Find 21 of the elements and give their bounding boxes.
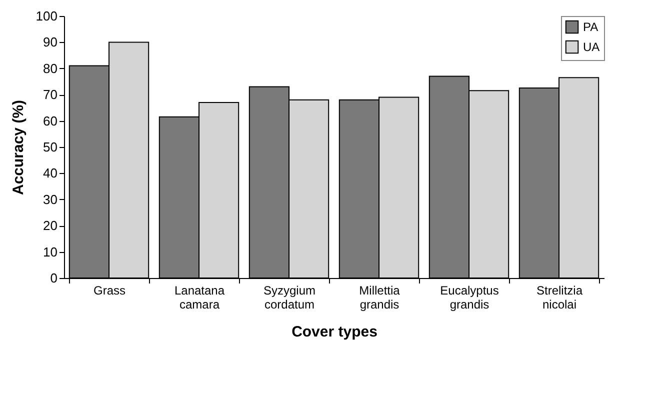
y-tick-label: 50 <box>43 140 58 154</box>
y-axis-title: Accuracy (%) <box>10 100 27 196</box>
y-tick-label: 90 <box>43 34 58 50</box>
y-tick-label: 40 <box>43 166 58 181</box>
y-tick-label: 0 <box>50 270 58 286</box>
x-tick-label: Lanatana camara <box>174 284 225 312</box>
y-tick-label: 10 <box>43 244 58 260</box>
y-tick-label: 70 <box>43 87 58 102</box>
y-tick-label: 20 <box>43 218 58 234</box>
y-tick-label: 80 <box>43 60 58 76</box>
y-tick-label: 100 <box>36 8 58 24</box>
x-tick-label: Eucalyptus grandis <box>440 284 499 312</box>
x-tick-label: Strelitzia nicolai <box>536 284 583 312</box>
y-tick-label: 30 <box>43 192 58 207</box>
y-tick-label: 60 <box>43 113 58 128</box>
x-tick-label: Syzygium cordatum <box>263 284 316 312</box>
x-tick-label: Millettia grandis <box>359 284 400 312</box>
x-tick-label: Grass <box>93 284 126 298</box>
legend-label: PA <box>583 20 598 34</box>
x-axis-title: Cover types <box>292 324 378 340</box>
legend-label: UA <box>583 40 600 54</box>
